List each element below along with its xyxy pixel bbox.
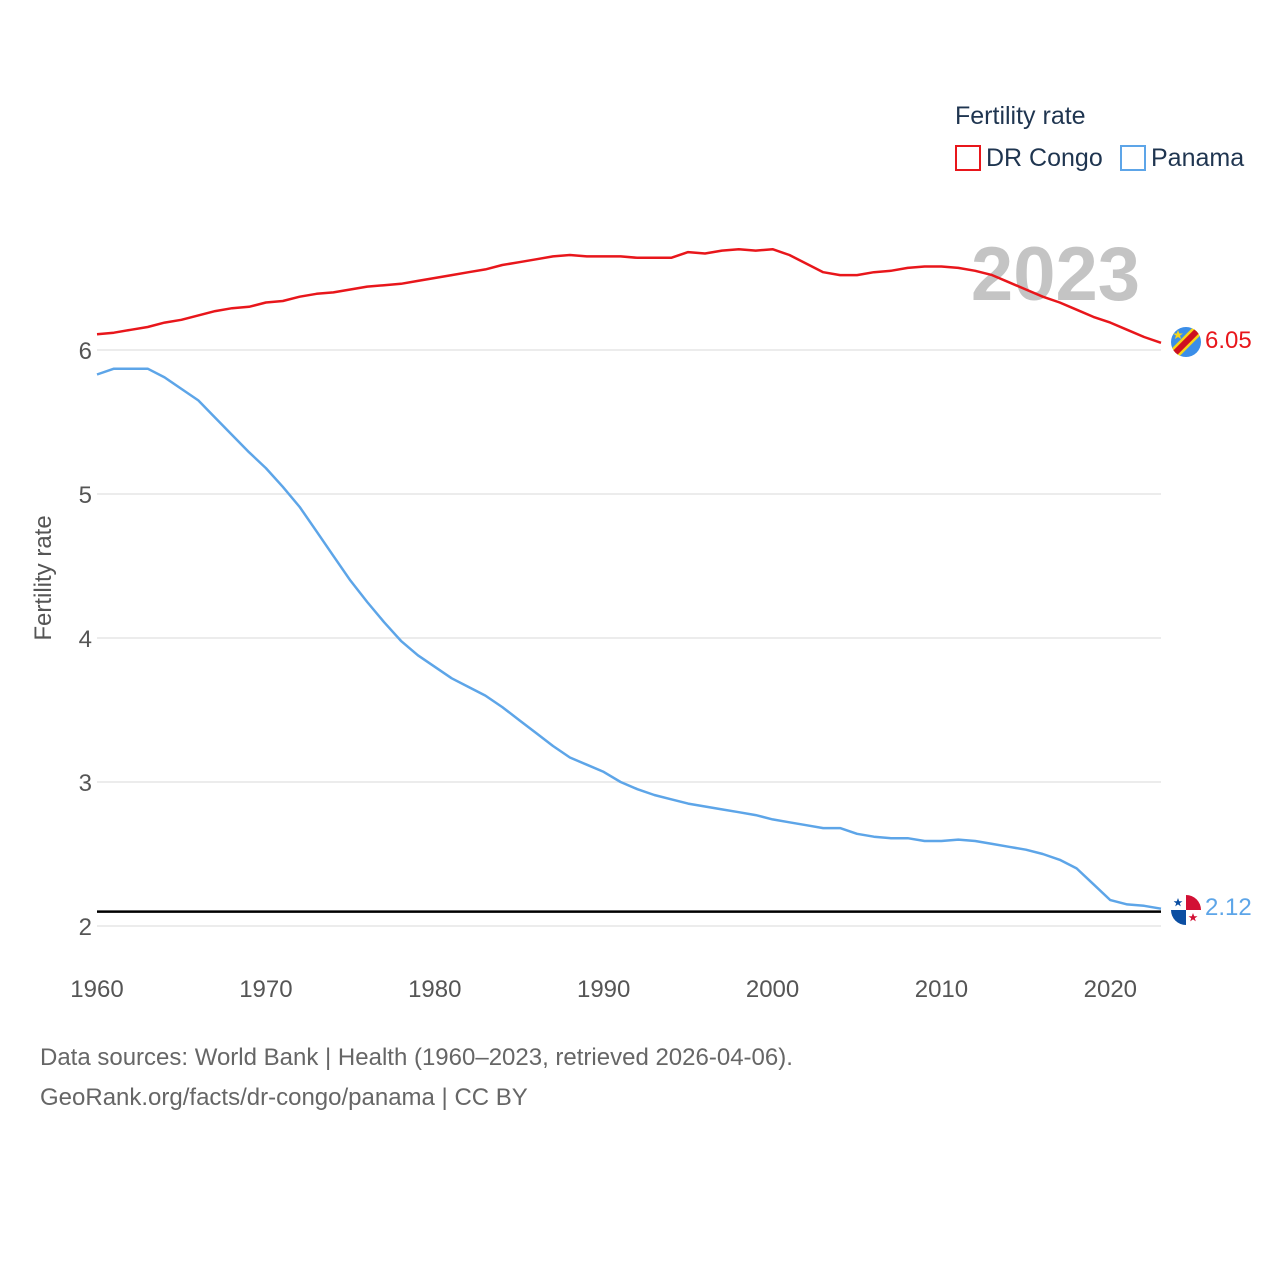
y-tick-label: 6 [79,338,92,365]
series-lines [96,247,1162,910]
legend-title: Fertility rate [955,102,1086,130]
gridlines [97,349,1161,927]
x-axis-ticks: 1960 1970 1980 1990 2000 2010 2020 [70,976,1137,1003]
x-tick-label: 1960 [70,976,123,1003]
y-axis-ticks: 2 3 4 5 6 [79,338,92,941]
x-tick-label: 1990 [577,976,630,1003]
source-link[interactable]: GeoRank.org/facts/dr-congo/panama | CC B… [40,1084,528,1111]
y-axis-label: Fertility rate [30,515,57,640]
x-tick-label: 2000 [746,976,799,1003]
y-tick-label: 4 [79,626,92,653]
panama-flag-icon [1171,895,1201,925]
data-source-note: Data sources: World Bank | Health (1960–… [40,1044,793,1071]
legend-label-dr-congo[interactable]: DR Congo [986,144,1103,172]
x-tick-label: 2010 [915,976,968,1003]
legend: Fertility rate DR Congo Panama [955,102,1244,172]
legend-swatch-dr-congo [955,145,981,171]
x-tick-label: 2020 [1084,976,1137,1003]
y-tick-label: 2 [79,914,92,941]
year-watermark: 2023 [971,232,1140,317]
dr-congo-end-value: 6.05 [1205,327,1252,354]
y-tick-label: 3 [79,770,92,797]
panama-end-value: 2.12 [1205,894,1252,921]
x-tick-label: 1970 [239,976,292,1003]
dr-congo-flag-icon [1171,327,1201,357]
y-tick-label: 5 [79,482,92,509]
series-line-panama[interactable] [96,367,1162,910]
legend-swatch-panama [1120,145,1146,171]
x-tick-label: 1980 [408,976,461,1003]
series-line-dr-congo[interactable] [96,247,1162,344]
legend-label-panama[interactable]: Panama [1151,144,1244,172]
